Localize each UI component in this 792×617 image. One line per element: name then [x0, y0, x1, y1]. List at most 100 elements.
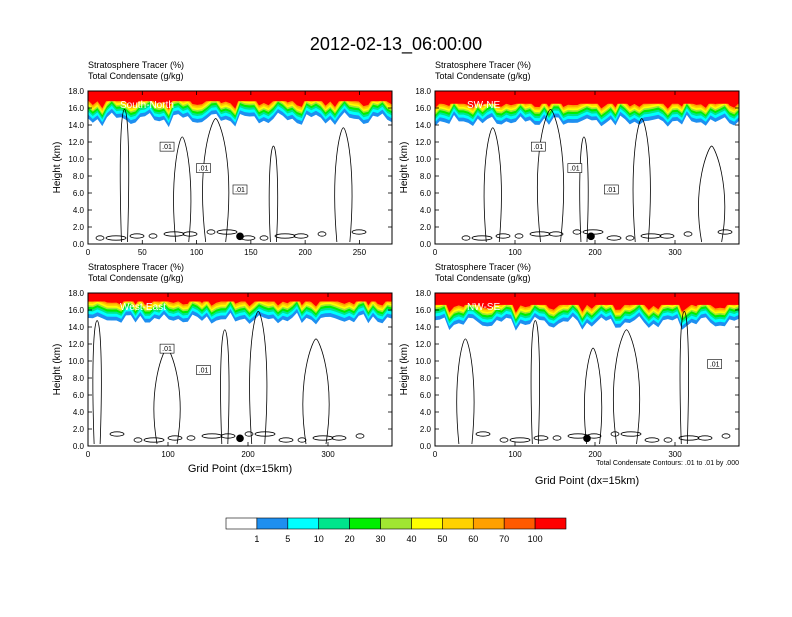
y-tick-label: 8.0: [420, 172, 432, 181]
y-tick-label: 6.0: [420, 391, 432, 400]
var-label-condensate: Total Condensate (g/kg): [435, 71, 531, 81]
y-tick-label: 14.0: [68, 121, 84, 130]
tracer-band-top: [435, 91, 739, 104]
condensate-cell: [163, 231, 185, 237]
condensate-contour: [334, 127, 353, 243]
condensate-cell: [475, 431, 491, 437]
x-tick-label: 200: [241, 450, 255, 459]
condensate-cell: [216, 229, 238, 235]
plot-area: .01 .01 .01: [88, 91, 392, 243]
x-axis-label: Grid Point (dx=15km): [188, 463, 292, 475]
y-tick-label: 2.0: [420, 223, 432, 232]
colorbar-swatch: [256, 517, 289, 530]
y-tick-label: 2.0: [73, 223, 85, 232]
condensate-cell: [509, 437, 531, 443]
colorbar-swatch: [534, 517, 567, 530]
colorbar-swatch: [380, 517, 412, 530]
x-tick-label: 150: [244, 248, 258, 257]
condensate-contour: [537, 108, 564, 243]
condensate-cell: [610, 431, 620, 437]
y-tick-label: 16.0: [415, 104, 431, 113]
x-tick-label: 200: [588, 248, 602, 257]
condensate-cell: [167, 435, 183, 441]
condensate-contour: [220, 329, 230, 445]
condensate-cell: [721, 433, 731, 439]
condensate-contour: [632, 118, 651, 243]
colorbar-swatch: [442, 517, 474, 530]
condensate-cell: [317, 231, 327, 237]
condensate-cell: [293, 233, 309, 239]
x-tick-label: 200: [588, 450, 602, 459]
colorbar-swatch: [225, 517, 258, 530]
y-tick-label: 14.0: [415, 323, 431, 332]
condensate-cell: [254, 431, 276, 437]
colorbar-swatch: [472, 517, 505, 530]
y-tick-label: 4.0: [73, 206, 85, 215]
contour-info: Total Condensate Contours: .01 to .01 by…: [596, 460, 739, 467]
colorbar-label: 30: [376, 534, 386, 544]
contour-label-box: [159, 343, 175, 354]
y-tick-label: 0.0: [420, 240, 432, 249]
y-tick-label: 18.0: [68, 289, 84, 298]
y-axis-label: Height (km): [52, 344, 63, 396]
colorbar-label: 60: [468, 534, 478, 544]
y-tick-label: 4.0: [73, 408, 85, 417]
condensate-cell: [312, 435, 334, 441]
condensate-contour: [613, 329, 640, 445]
plot-frame: [87, 292, 393, 447]
y-tick-label: 4.0: [420, 206, 432, 215]
condensate-contours: [95, 108, 367, 243]
x-tick-label: 0: [433, 450, 438, 459]
condensate-contour: [268, 145, 279, 243]
condensate-cell: [606, 235, 622, 241]
condensate-cell: [274, 233, 296, 239]
contour-label-box: [567, 163, 583, 173]
condensate-cell: [109, 431, 125, 437]
tracer-band-top: [88, 293, 392, 302]
x-axis-label: Grid Point (dx=15km): [535, 475, 639, 487]
condensate-cell: [143, 437, 165, 443]
y-tick-label: 16.0: [68, 104, 84, 113]
contour-label-box: [531, 141, 546, 152]
condensate-cell: [461, 235, 471, 241]
condensate-contour: [456, 338, 475, 445]
contour-label: .01: [162, 144, 172, 151]
contour-label-box: [604, 184, 619, 195]
condensate-cell: [244, 431, 254, 437]
contour-label: .01: [199, 368, 209, 375]
condensate-cell: [133, 437, 143, 443]
cross-section-label: West-East: [120, 302, 166, 313]
plot-area: .01 .01: [88, 293, 392, 445]
y-tick-label: 0.0: [73, 240, 85, 249]
x-tick-label: 200: [298, 248, 312, 257]
var-label-condensate: Total Condensate (g/kg): [88, 273, 184, 283]
condensate-cell: [148, 233, 158, 239]
panels: Stratosphere Tracer (%)Total Condensate …: [52, 60, 740, 487]
condensate-cell: [201, 433, 223, 439]
var-label-condensate: Total Condensate (g/kg): [435, 273, 531, 283]
contour-label: .01: [162, 346, 172, 353]
contour-label: .01: [710, 361, 720, 368]
y-tick-label: 8.0: [420, 374, 432, 383]
x-tick-label: 300: [668, 450, 682, 459]
condensate-cell: [625, 235, 635, 241]
contour-label: .01: [533, 144, 543, 151]
y-tick-label: 10.0: [68, 155, 84, 164]
condensate-cell: [659, 233, 675, 239]
condensate-cell: [351, 229, 367, 235]
condensate-contour: [173, 136, 192, 243]
condensate-cell: [495, 233, 511, 239]
condensate-contour: [584, 347, 603, 445]
x-tick-label: 0: [86, 248, 91, 257]
colorbar-label: 50: [437, 534, 447, 544]
condensate-contours: [461, 108, 733, 243]
condensate-cell: [529, 231, 551, 237]
y-tick-label: 6.0: [73, 391, 85, 400]
y-tick-label: 10.0: [415, 155, 431, 164]
condensate-cell: [640, 233, 662, 239]
y-tick-label: 12.0: [68, 138, 84, 147]
condensate-contour: [579, 136, 589, 243]
condensate-cell: [697, 435, 713, 441]
condensate-cell: [259, 235, 269, 241]
